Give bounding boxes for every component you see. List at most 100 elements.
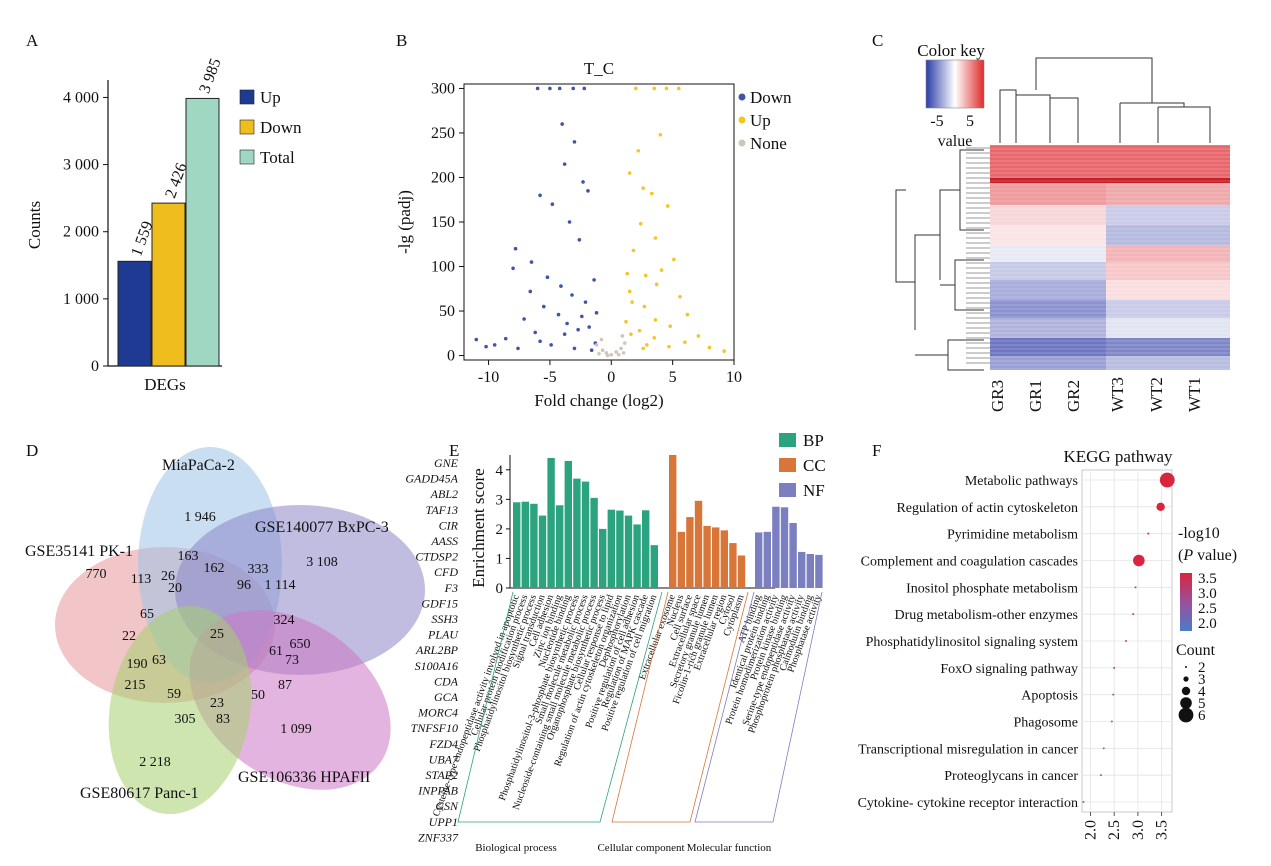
bar-nf [798,551,806,588]
bar-bp [650,545,658,588]
gene-label: UBA7 [429,752,459,766]
pathway-label: Complement and coagulation cascades [861,555,1078,570]
gene-label: GDF15 [421,596,458,610]
pathway-label: Phagosome [1013,716,1078,731]
point-up [654,282,659,287]
point-up [625,271,630,276]
bar-nf [772,506,780,588]
bar-total [185,97,220,367]
size-legend-dot [1183,676,1189,682]
point-down [571,86,576,91]
heatmap-band-wt [1106,280,1230,300]
bar-bp [581,481,590,588]
heatmap-band-gr [990,245,1106,262]
point-none [600,348,605,353]
point-down [565,321,569,326]
venn-region-count: 113 [131,572,151,587]
bubble [1112,693,1115,696]
point-none [619,346,623,351]
venn-region-count: 324 [274,613,295,628]
y-tick-label: 2 [496,522,504,538]
point-up [696,334,701,338]
bar-up [117,260,152,367]
x-tick-label: 10 [726,369,742,386]
group-label: Cellular component [597,842,684,854]
venn-region-count: 215 [125,678,146,693]
color-key-tick: -5 [930,113,943,130]
point-up [634,86,638,91]
venn-region-count: 1 946 [184,510,216,525]
panel-e-go-enrichment: E GNEGADD45AABL2TAF13CIRAASSCTDSP2CFDF3G… [405,431,825,854]
point-down [522,317,526,321]
point-none [594,343,599,347]
point-down [492,343,497,347]
venn-set-label: GSE80617 Panc-1 [80,785,199,802]
heatmap-column-label: WT3 [1108,377,1127,412]
group-label: Biological process [475,842,557,854]
heatmap-band-gr [990,280,1106,300]
point-down [541,304,546,309]
size-legend-title: Count [1176,642,1216,659]
venn-set-label: GSE35141 PK-1 [25,543,133,560]
point-up [653,236,658,240]
point-up [643,273,648,278]
venn-set-label: GSE140077 BxPC-3 [255,519,389,536]
heatmap-column-label: WT1 [1185,377,1204,412]
heatmap-band-wt [1106,300,1230,318]
bar-cc [712,527,720,588]
bubble [1082,801,1085,803]
bar-bp [538,515,547,588]
point-down [533,330,537,335]
legend-label: NF [803,481,825,500]
point-up [665,204,670,208]
x-tick-label: 0 [607,369,615,386]
bar-bp [530,503,538,588]
heatmap-column-label: GR3 [988,380,1007,412]
gene-label: UPP1 [429,815,458,829]
point-down [577,238,582,242]
gene-label: ZNF337 [418,830,459,844]
bar-bp [590,497,598,588]
group-label: Molecular function [687,842,772,854]
y-tick-label: 0 [496,581,504,597]
venn-region-count: 3 108 [306,555,338,570]
point-up [659,268,664,272]
panel-c-heatmap: C Color key -5 5 value GR3 GR1 GR2 WT3 WT2 WT1 [872,31,1230,412]
gene-label: TNFSF10 [411,721,458,735]
bar-bp [624,515,633,588]
venn-region-count: 87 [278,678,292,693]
gene-label: SSH3 [431,612,458,626]
venn-region-count: 650 [290,637,311,652]
color-key-title: Color key [917,41,985,60]
legend-label: Up [750,111,771,130]
size-legend-tick: 4 [1198,684,1206,700]
heatmap-column-label: GR1 [1026,380,1045,412]
pathway-label: Transcriptional misregulation in cancer [858,742,1078,757]
legend-label: BP [803,431,824,450]
venn-region-count: 163 [178,549,199,564]
point-up [672,257,676,262]
bracket-biological-process [457,591,663,823]
venn-region-count: 305 [175,712,196,727]
x-axis-title: DEGs [144,375,186,394]
point-down [535,86,540,91]
legend-swatch-bp [779,433,796,447]
heatmap-column-label: GR2 [1064,380,1083,412]
bubble [1125,640,1128,642]
heatmap-band-wt [1106,145,1230,178]
point-down [589,348,594,353]
point-down [529,260,534,264]
point-down [582,86,587,91]
gene-label: STAP2 [426,768,458,782]
bar-nf [789,522,797,588]
point-down [572,140,577,144]
color-legend-title: -log10 [1178,525,1220,542]
column-dendrogram [999,57,1211,143]
bar-bp [547,457,555,588]
point-down [528,289,533,294]
size-legend-dot [1185,666,1187,668]
point-down [511,266,515,271]
legend-label: Up [260,88,281,107]
heatmap-band-gr [990,262,1106,280]
bubble [1159,472,1175,488]
